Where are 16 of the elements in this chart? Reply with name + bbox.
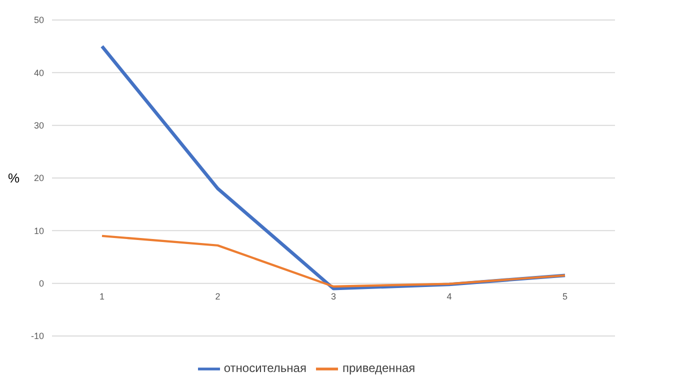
legend-label: относительная xyxy=(224,361,306,376)
x-tick-label: 3 xyxy=(330,291,336,302)
x-tick-label: 1 xyxy=(99,291,105,302)
y-axis-title: % xyxy=(8,170,20,186)
y-tick-label: 20 xyxy=(34,173,44,184)
y-tick-label: 30 xyxy=(34,120,44,131)
line-series xyxy=(100,234,566,288)
legend-label: приведенная xyxy=(342,361,416,376)
y-tick-label: 0 xyxy=(38,278,44,289)
y-tick-label: 40 xyxy=(34,68,44,78)
x-tick-label: 5 xyxy=(562,291,568,302)
y-tick-label: 10 xyxy=(34,226,44,236)
y-tick-label: 50 xyxy=(34,15,44,26)
x-tick-label: 2 xyxy=(215,291,220,302)
x-tick-label: 4 xyxy=(446,291,452,302)
y-tick-label: -10 xyxy=(30,331,44,342)
